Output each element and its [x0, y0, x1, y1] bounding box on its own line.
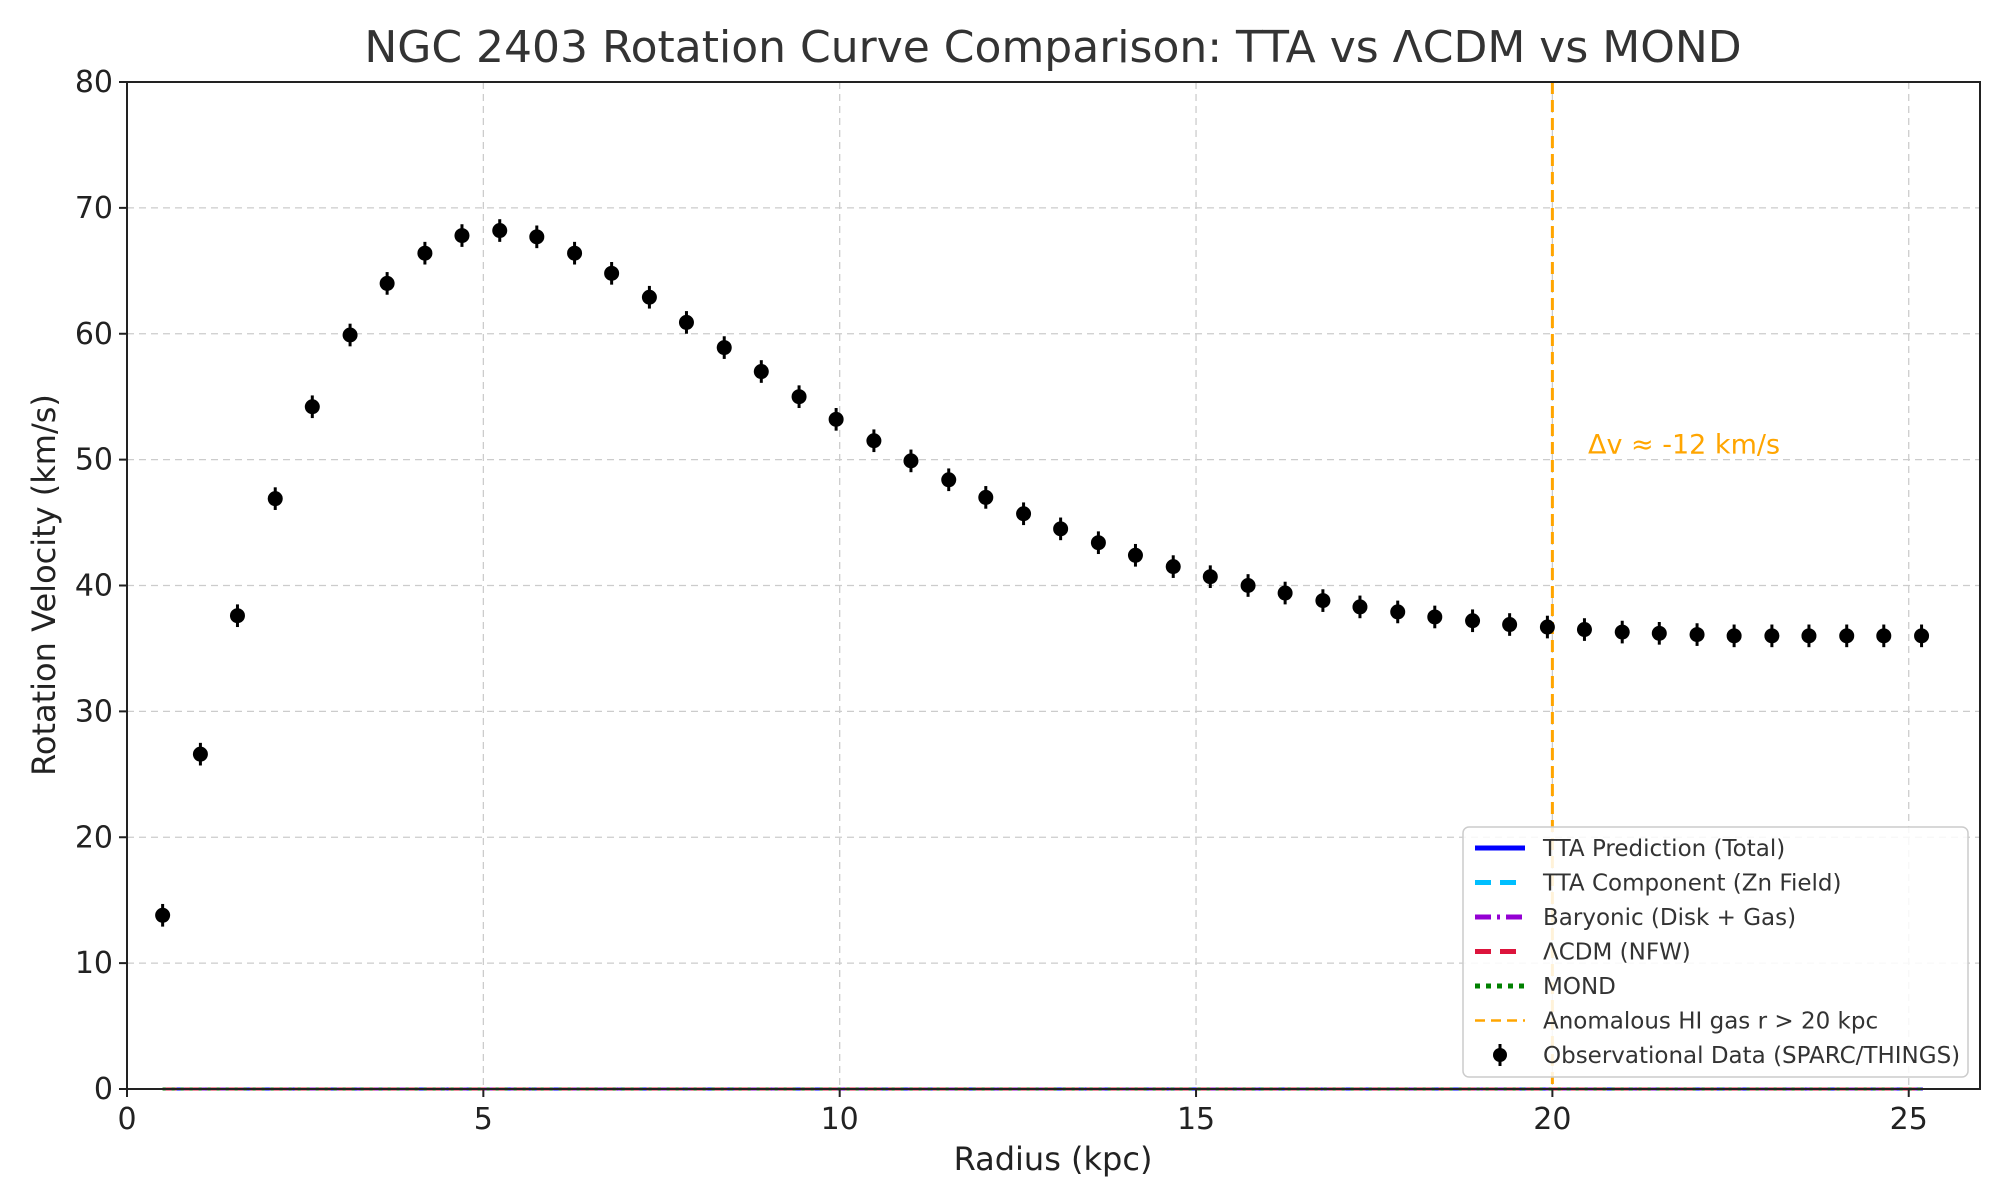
y-tick-label: 80: [75, 65, 113, 100]
data-point: [1465, 613, 1481, 629]
data-point: [1277, 585, 1293, 601]
data-point: [1726, 628, 1742, 644]
x-tick-label: 20: [1533, 1102, 1571, 1137]
data-point: [1876, 628, 1892, 644]
data-point: [1576, 622, 1592, 638]
data-point: [1764, 628, 1780, 644]
legend-label: TTA Component (Zn Field): [1542, 871, 1841, 897]
data-point: [1502, 617, 1518, 633]
data-point: [828, 411, 844, 427]
data-point: [192, 746, 208, 762]
data-point: [267, 491, 283, 507]
legend-label: Observational Data (SPARC/THINGS): [1543, 1043, 1960, 1069]
data-point: [1202, 569, 1218, 585]
x-axis-ticks: 0 5 10 15 20 25: [117, 1089, 1928, 1137]
delta-v-annotation: Δv ≈ -12 km/s: [1588, 429, 1780, 460]
legend-label: ΛCDM (NFW): [1543, 940, 1691, 966]
x-tick-label: 25: [1890, 1102, 1928, 1137]
x-tick-label: 5: [474, 1102, 493, 1137]
data-point: [1689, 627, 1705, 643]
data-point: [1839, 628, 1855, 644]
x-tick-label: 10: [821, 1102, 859, 1137]
data-point: [604, 265, 620, 281]
y-tick-label: 50: [75, 443, 113, 478]
y-axis-ticks: 0 10 20 30 40 50 60 70 80: [75, 65, 127, 1107]
x-axis-label: Radius (kpc): [954, 1140, 1153, 1178]
data-point: [155, 907, 171, 923]
data-point: [417, 245, 433, 261]
data-point: [903, 453, 919, 469]
chart-title: NGC 2403 Rotation Curve Comparison: TTA …: [364, 22, 1741, 73]
y-axis-label: Rotation Velocity (km/s): [25, 394, 63, 776]
data-point: [454, 228, 470, 244]
data-point: [1315, 593, 1331, 609]
data-point: [678, 314, 694, 330]
data-point: [978, 489, 994, 505]
legend: TTA Prediction (Total) TTA Component (Zn …: [1462, 826, 1969, 1078]
y-tick-label: 0: [94, 1072, 113, 1107]
x-tick-label: 0: [117, 1102, 136, 1137]
data-point: [941, 472, 957, 488]
data-point: [1127, 547, 1143, 563]
data-point: [1427, 609, 1443, 625]
y-tick-label: 70: [75, 191, 113, 226]
data-point: [1914, 628, 1930, 644]
data-point: [1539, 619, 1555, 635]
data-point: [791, 389, 807, 405]
data-point: [379, 275, 395, 291]
legend-swatch: [1493, 1048, 1507, 1062]
data-point: [304, 399, 320, 415]
data-point: [1240, 578, 1256, 593]
legend-label: MOND: [1543, 974, 1616, 1000]
data-point: [641, 289, 657, 305]
data-point: [1614, 624, 1630, 640]
x-tick-label: 15: [1177, 1102, 1215, 1137]
data-point: [1352, 599, 1368, 615]
data-point: [1053, 521, 1069, 537]
y-tick-label: 30: [75, 694, 113, 729]
data-point: [567, 245, 583, 261]
legend-box: [1462, 826, 1969, 1078]
data-point: [866, 433, 882, 449]
data-point: [229, 608, 245, 624]
data-point: [1090, 535, 1106, 551]
data-point: [753, 364, 769, 380]
legend-label: Anomalous HI gas r > 20 kpc: [1543, 1009, 1878, 1035]
data-point: [1651, 625, 1667, 641]
legend-label: Baryonic (Disk + Gas): [1543, 905, 1796, 931]
y-tick-label: 10: [75, 946, 113, 981]
y-tick-label: 40: [75, 569, 113, 604]
data-point: [1390, 604, 1406, 620]
data-point: [529, 229, 545, 245]
data-point: [716, 340, 732, 356]
data-point: [492, 223, 508, 239]
data-point: [1801, 628, 1817, 644]
data-point: [1016, 506, 1032, 522]
y-tick-label: 20: [75, 820, 113, 855]
legend-label: TTA Prediction (Total): [1542, 836, 1785, 862]
data-point: [1165, 559, 1181, 575]
data-points-layer: [155, 219, 1930, 927]
y-tick-label: 60: [75, 317, 113, 352]
data-point: [342, 327, 358, 343]
